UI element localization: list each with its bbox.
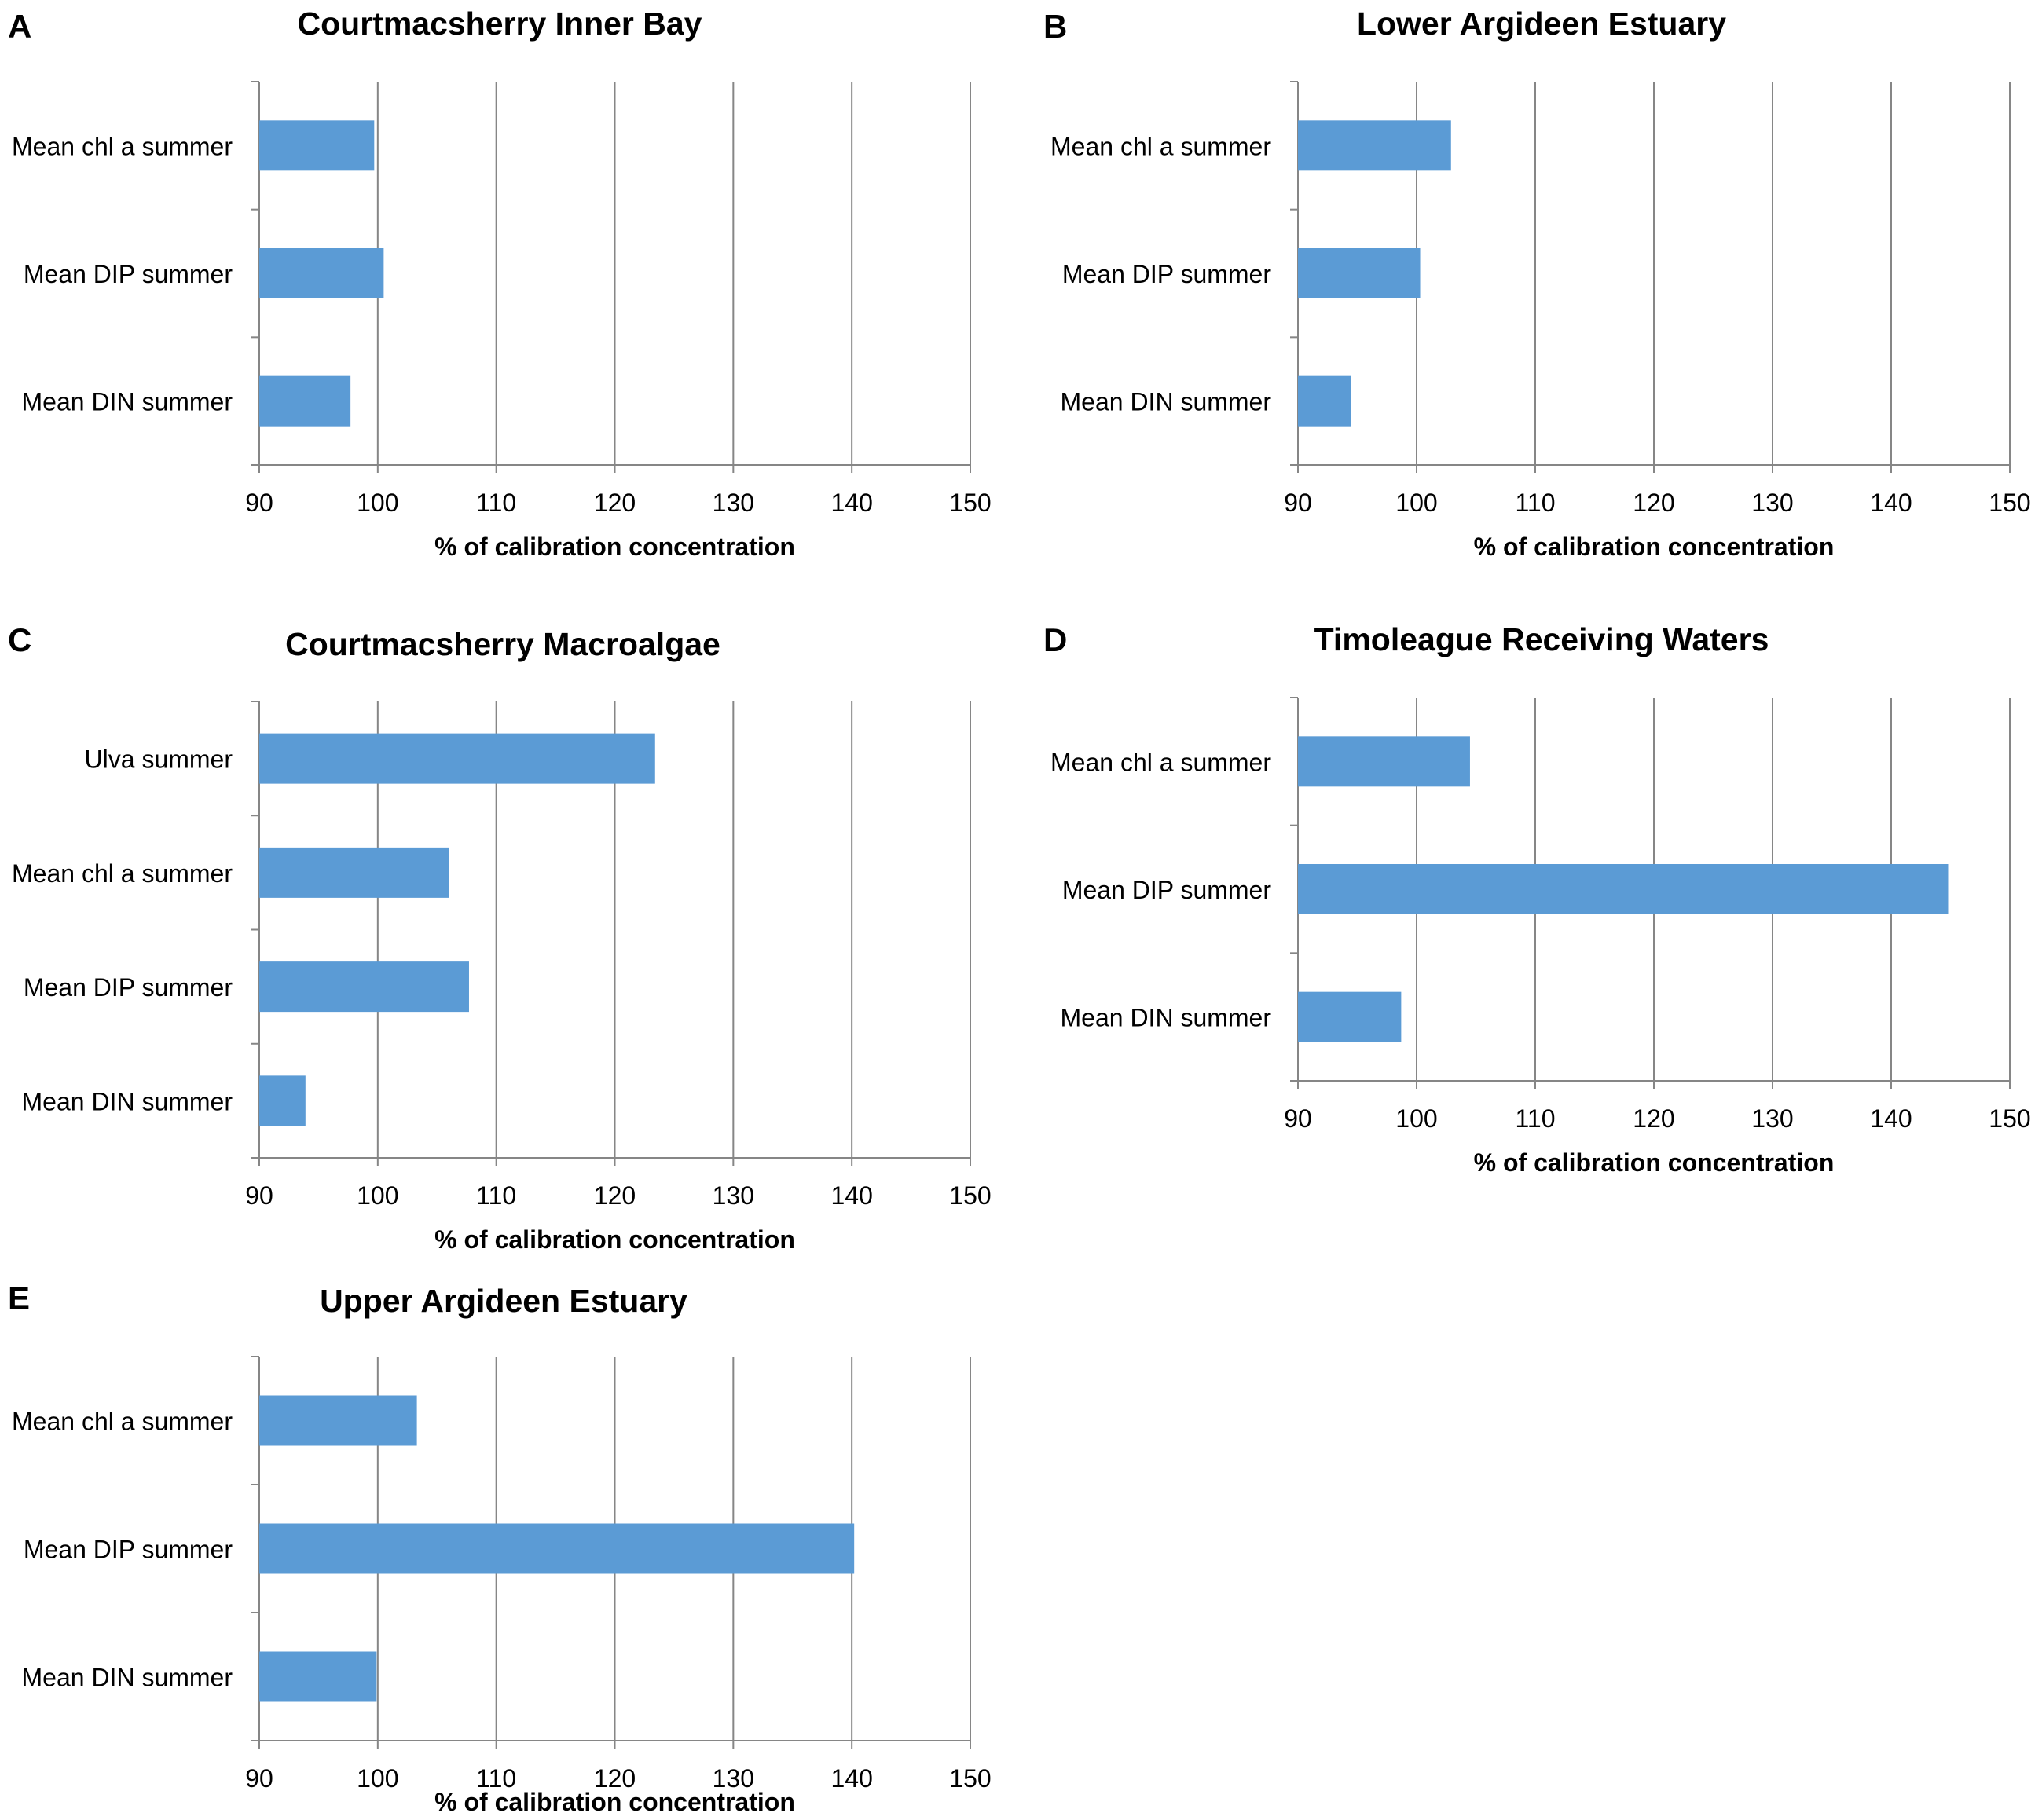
category-label: Mean chl a summer (12, 859, 233, 888)
panel-letter: D (1043, 621, 1067, 658)
chart-panel-c: C Courtmacsherry Macroalgae 90 100 110 120 130… (8, 621, 992, 1254)
category-label: Mean DIN summer (1061, 388, 1272, 416)
chart-title: Timoleague Receiving Waters (1314, 621, 1769, 657)
x-tick-label: 90 (245, 1181, 273, 1210)
x-axis-label: % of calibration concentration (1474, 1148, 1835, 1177)
bar (259, 961, 469, 1013)
x-axis-label: % of calibration concentration (434, 1225, 795, 1254)
x-tick-label: 120 (594, 1181, 636, 1210)
category-label: Ulva summer (85, 745, 233, 774)
x-tick-label: 120 (594, 1764, 636, 1793)
x-axis-label: % of calibration concentration (434, 533, 795, 561)
bar (259, 375, 351, 427)
category-label: Mean DIP summer (24, 973, 233, 1002)
category-label: Mean DIP summer (24, 260, 233, 288)
bar (1298, 736, 1470, 787)
x-tick-label: 120 (1633, 489, 1674, 517)
x-tick-label: 110 (1515, 1104, 1555, 1133)
panel-letter: C (8, 621, 31, 658)
bar (259, 1395, 417, 1446)
x-tick-label: 110 (476, 489, 516, 517)
bar (259, 1075, 306, 1126)
x-tick-label: 150 (1989, 489, 2030, 517)
category-label: Mean chl a summer (12, 1408, 233, 1436)
chart-panel-d: D Timoleague Receiving Waters 90 100 110 120 1… (1043, 621, 2031, 1177)
chart-panel-a: A Courtmacsherry Inner Bay 90 100 110 120 130 1… (8, 5, 992, 561)
x-tick-label: 90 (1284, 1104, 1312, 1133)
x-tick-label: 100 (1395, 1104, 1437, 1133)
x-tick-label: 110 (476, 1181, 516, 1210)
bar (1298, 991, 1402, 1042)
x-tick-label: 150 (949, 1181, 991, 1210)
bar (1298, 248, 1421, 298)
x-tick-label: 150 (1989, 1104, 2030, 1133)
x-tick-label: 140 (1870, 489, 1912, 517)
bar (259, 1523, 855, 1574)
x-axis-label: % of calibration concentration (434, 1788, 795, 1816)
x-tick-label: 130 (1751, 1104, 1793, 1133)
chart-title: Lower Argideen Estuary (1357, 5, 1726, 42)
x-tick-label: 140 (830, 489, 872, 517)
panel-letter: A (8, 8, 31, 45)
x-tick-label: 140 (830, 1181, 872, 1210)
chart-panel-b: B Lower Argideen Estuary 90 100 110 120 130 140… (1043, 5, 2031, 561)
chart-panel-e: E Upper Argideen Estuary 90 100 110 120 130 140… (8, 1280, 992, 1816)
panel-letter: B (1043, 8, 1067, 45)
bar (259, 733, 655, 784)
x-tick-label: 110 (1515, 489, 1555, 517)
x-tick-label: 120 (594, 489, 636, 517)
x-tick-label: 130 (713, 489, 754, 517)
x-tick-label: 150 (949, 489, 991, 517)
x-tick-label: 100 (1395, 489, 1437, 517)
x-axis-label: % of calibration concentration (1474, 533, 1835, 561)
bar (259, 1651, 377, 1702)
x-tick-label: 90 (245, 1764, 273, 1793)
category-label: Mean DIP summer (1062, 260, 1272, 288)
x-tick-label: 130 (713, 1181, 754, 1210)
bar (259, 248, 384, 298)
chart-title: Courtmacsherry Inner Bay (298, 5, 702, 42)
bar (1298, 375, 1351, 427)
x-tick-label: 90 (1284, 489, 1312, 517)
x-tick-label: 150 (949, 1764, 991, 1793)
bar (259, 847, 449, 898)
chart-title: Upper Argideen Estuary (320, 1283, 687, 1319)
x-tick-label: 120 (1633, 1104, 1674, 1133)
category-label: Mean DIN summer (22, 1664, 233, 1692)
bar (1298, 120, 1451, 171)
category-label: Mean DIN summer (22, 388, 233, 416)
x-tick-label: 100 (357, 489, 398, 517)
x-tick-label: 130 (713, 1764, 754, 1793)
category-label: Mean DIN summer (22, 1087, 233, 1115)
chart-title: Courtmacsherry Macroalgae (285, 626, 720, 662)
panel-letter: E (8, 1280, 30, 1316)
x-tick-label: 90 (245, 489, 273, 517)
x-tick-label: 130 (1751, 489, 1793, 517)
category-label: Mean chl a summer (1050, 748, 1271, 776)
x-tick-label: 110 (476, 1764, 516, 1793)
category-label: Mean chl a summer (1050, 132, 1271, 160)
x-tick-label: 140 (1870, 1104, 1912, 1133)
bar (1298, 864, 1949, 914)
category-label: Mean DIP summer (24, 1536, 233, 1564)
x-tick-label: 100 (357, 1764, 398, 1793)
category-label: Mean DIN summer (1061, 1004, 1272, 1032)
category-label: Mean DIP summer (1062, 876, 1272, 904)
x-tick-label: 100 (357, 1181, 398, 1210)
x-tick-label: 140 (830, 1764, 872, 1793)
category-label: Mean chl a summer (12, 132, 233, 160)
bar (259, 120, 375, 171)
